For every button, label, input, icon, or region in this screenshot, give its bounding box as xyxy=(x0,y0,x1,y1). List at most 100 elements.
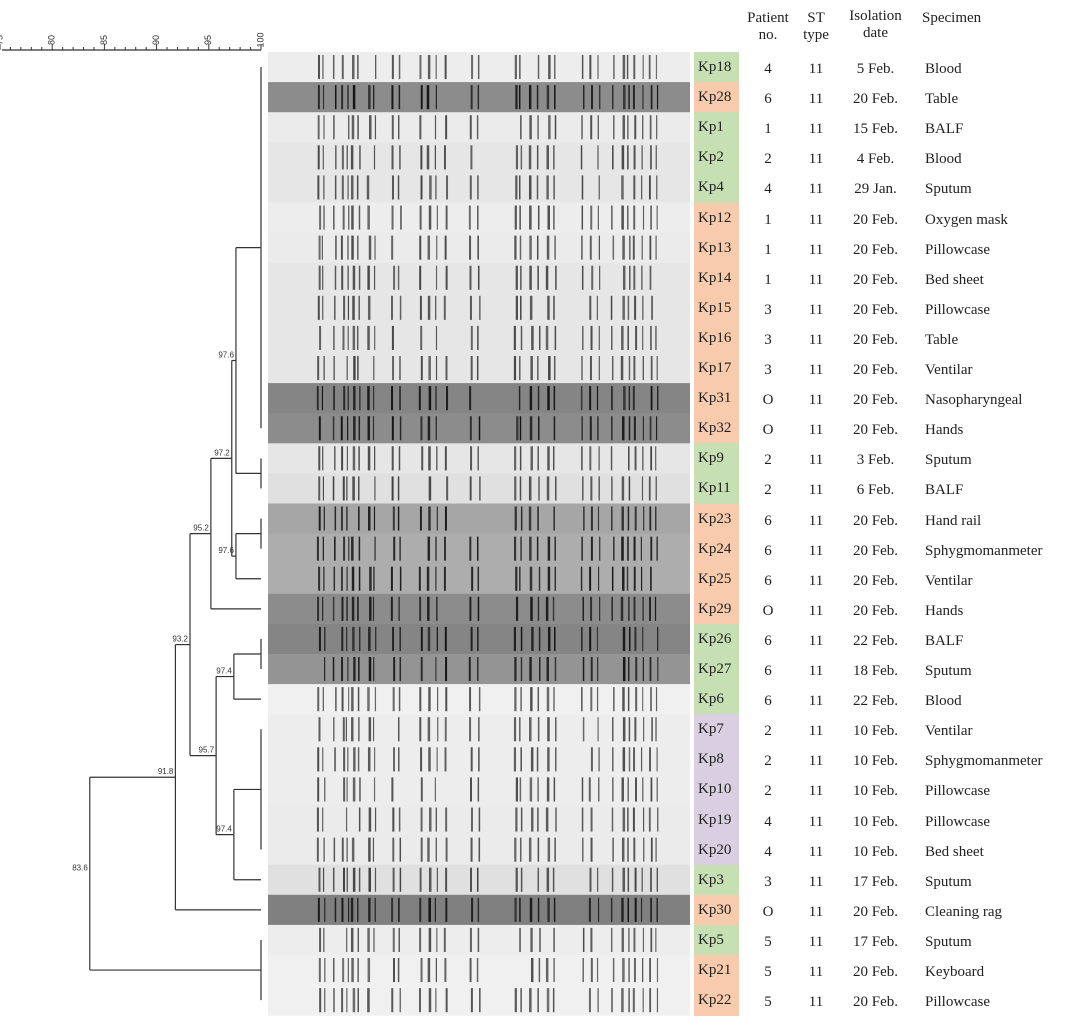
gel-band xyxy=(553,506,555,531)
gel-band xyxy=(332,958,335,983)
st-type-cell: 11 xyxy=(808,452,824,469)
isolate-id-cell: Kp8 xyxy=(694,744,739,775)
gel-band xyxy=(477,205,479,230)
specimen-cell: Ventilar xyxy=(925,572,973,589)
gel-band xyxy=(530,747,534,772)
gel-band xyxy=(537,777,539,802)
gel-band xyxy=(398,85,401,110)
gel-band xyxy=(419,235,422,260)
gel-band xyxy=(520,295,522,320)
gel-band xyxy=(445,115,448,140)
gel-band xyxy=(536,536,539,561)
gel-band xyxy=(341,596,344,621)
header-date-line2: date xyxy=(863,25,888,41)
gel-band xyxy=(367,958,371,983)
st-type-cell: 11 xyxy=(808,572,824,589)
gel-band xyxy=(434,115,437,140)
gel-band xyxy=(428,867,432,892)
st-type-cell: 11 xyxy=(808,422,824,439)
gel-band xyxy=(612,747,614,772)
gel-band xyxy=(649,265,652,290)
gel-band xyxy=(373,927,375,952)
gel-band xyxy=(428,476,432,501)
gel-band xyxy=(469,265,472,290)
specimen-cell: Pillowcase xyxy=(925,241,990,258)
gel-band xyxy=(392,506,395,531)
gel-band xyxy=(531,626,534,651)
gel-band xyxy=(547,626,551,651)
gel-band xyxy=(629,235,631,260)
gel-band xyxy=(581,115,583,140)
gel-band xyxy=(335,687,337,712)
gel-band xyxy=(627,837,629,862)
gel-band xyxy=(334,85,337,110)
gel-band xyxy=(589,566,592,591)
gel-band xyxy=(346,416,349,441)
gel-band xyxy=(444,235,447,260)
gel-band xyxy=(358,657,360,682)
gel-band xyxy=(634,626,637,651)
gel-band xyxy=(538,476,540,501)
gel-band xyxy=(318,717,321,742)
gel-band xyxy=(393,747,396,772)
gel-band xyxy=(553,687,555,712)
gel-band xyxy=(520,506,523,531)
gel-band xyxy=(469,596,472,621)
gel-band xyxy=(536,175,539,200)
gel-band xyxy=(393,265,396,290)
gel-band xyxy=(633,416,636,441)
gel-band xyxy=(650,145,652,170)
gel-band xyxy=(599,85,601,110)
gel-band xyxy=(399,837,402,862)
gel-band xyxy=(351,837,355,862)
st-type-cell: 11 xyxy=(808,61,824,77)
gel-band xyxy=(598,747,600,772)
gel-band xyxy=(514,235,517,260)
gel-band xyxy=(612,235,615,260)
gel-band xyxy=(367,325,370,350)
isolation-date-cell: 20 Feb. xyxy=(853,331,898,348)
gel-band xyxy=(345,807,348,832)
gel-band xyxy=(352,777,356,802)
gel-band xyxy=(318,626,321,651)
gel-band xyxy=(552,446,555,471)
gel-band xyxy=(372,717,375,742)
gel-band xyxy=(621,175,624,200)
gel-band xyxy=(650,536,653,561)
gel-band xyxy=(397,115,400,140)
gel-band xyxy=(642,596,644,621)
gel-band xyxy=(358,295,360,320)
gel-band xyxy=(427,626,431,651)
gel-band xyxy=(628,476,631,501)
gel-band xyxy=(632,386,635,411)
isolate-id-cell: Kp28 xyxy=(694,82,739,113)
gel-band xyxy=(353,747,356,772)
gel-band xyxy=(369,566,372,591)
gel-band xyxy=(419,596,422,621)
gel-band xyxy=(323,566,325,591)
gel-band xyxy=(553,386,556,411)
gel-band xyxy=(537,356,539,381)
gel-band xyxy=(627,536,629,561)
gel-band xyxy=(554,325,557,350)
gel-band xyxy=(515,265,518,290)
gel-band xyxy=(634,295,637,320)
gel-band xyxy=(369,596,372,621)
gel-band xyxy=(633,837,636,862)
gel-band xyxy=(536,747,539,772)
gel-band xyxy=(553,927,555,952)
gel-band xyxy=(546,777,550,802)
gel-band xyxy=(545,807,549,832)
gel-band xyxy=(537,386,540,411)
gel-band xyxy=(641,476,644,501)
gel-band xyxy=(642,626,644,651)
gel-band xyxy=(477,85,480,110)
gel-band xyxy=(539,657,541,682)
gel-band xyxy=(471,566,474,591)
gel-band xyxy=(322,55,324,80)
gel-band xyxy=(332,416,335,441)
gel-band xyxy=(477,927,480,952)
similarity-scale: 75 80 85 90 95 100 xyxy=(0,32,265,51)
gel-band xyxy=(369,115,372,140)
gel-band xyxy=(391,145,394,170)
